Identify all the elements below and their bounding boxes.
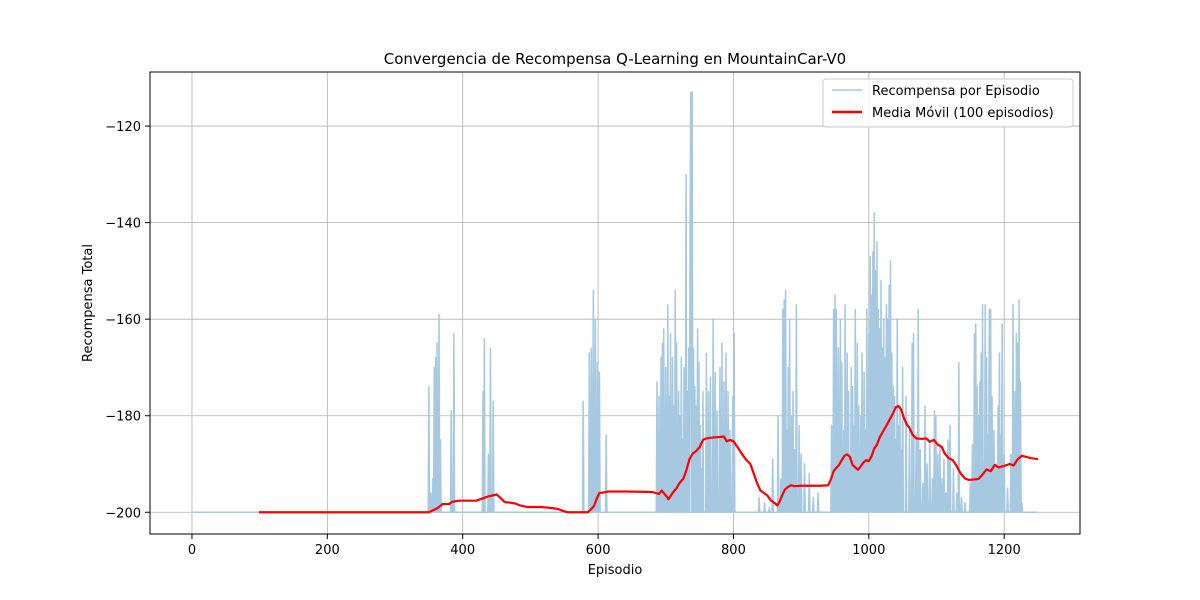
y-tick-label: −120 <box>105 120 141 135</box>
x-tick-label: 0 <box>188 543 196 558</box>
y-tick-label: −200 <box>105 506 141 521</box>
x-tick-label: 800 <box>721 543 746 558</box>
x-axis-label: Episodio <box>588 563 643 578</box>
y-tick-label: −180 <box>105 410 141 425</box>
y-axis-label: Recompensa Total <box>81 244 96 362</box>
chart-title: Convergencia de Recompensa Q-Learning en… <box>384 50 846 68</box>
x-tick-label: 200 <box>315 543 340 558</box>
y-axis-ticks: −200 −180 −160 −140 −120 <box>105 120 150 521</box>
x-tick-label: 400 <box>450 543 475 558</box>
series-layer <box>191 91 1039 514</box>
y-tick-label: −140 <box>105 217 141 232</box>
x-tick-label: 600 <box>586 543 611 558</box>
legend: Recompensa por Episodio Media Móvil (100… <box>822 78 1074 128</box>
legend-label-moving-average: Media Móvil (100 episodios) <box>872 106 1054 121</box>
y-tick-label: −160 <box>105 313 141 328</box>
series-moving-average-line <box>258 404 1039 514</box>
plot-frame <box>149 71 1081 535</box>
x-tick-label: 1200 <box>988 543 1021 558</box>
x-tick-label: 1000 <box>852 543 885 558</box>
legend-box <box>822 78 1074 128</box>
legend-label-episode-reward: Recompensa por Episodio <box>872 84 1040 99</box>
x-axis-ticks: 0 200 400 600 800 1000 1200 <box>188 534 1021 558</box>
